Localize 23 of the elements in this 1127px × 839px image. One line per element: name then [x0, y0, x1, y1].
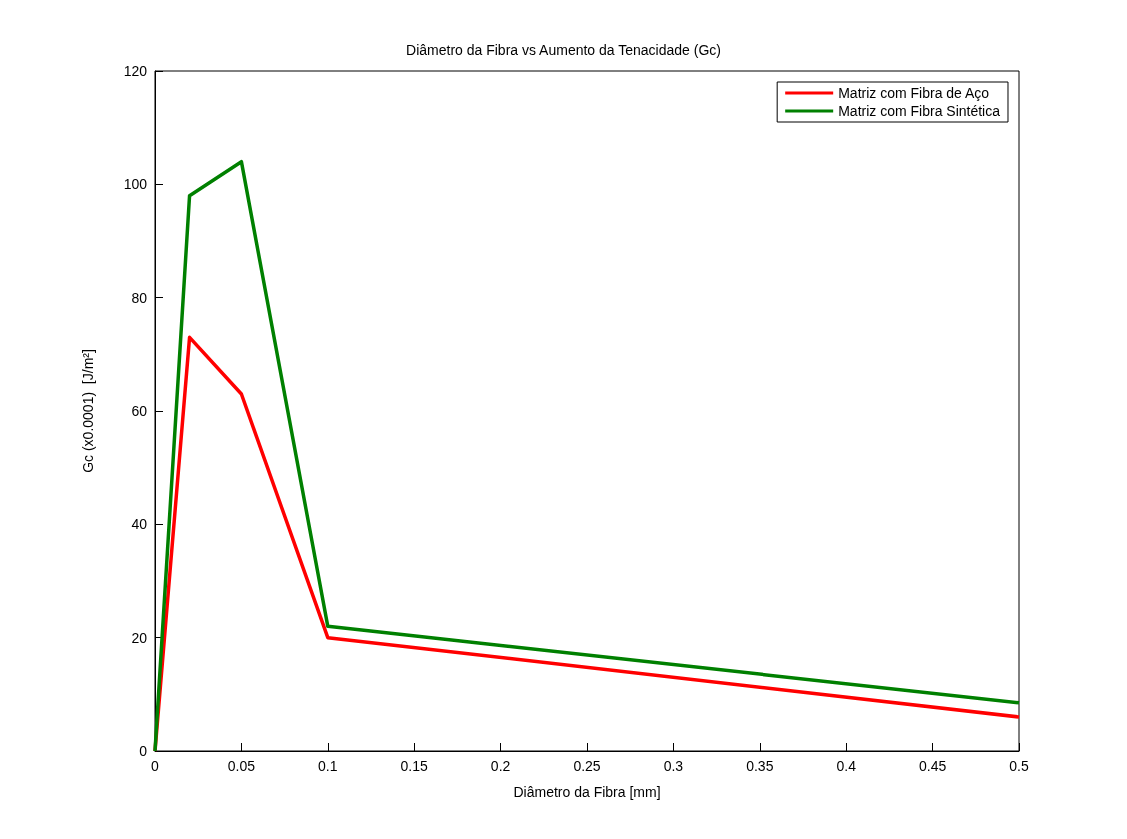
y-tick-label: 100 — [123, 176, 148, 193]
y-tick-label: 0 — [139, 743, 148, 759]
x-tick-label: 0.3 — [663, 758, 684, 774]
x-tick-label: 0.2 — [490, 758, 511, 774]
y-tick-label: 40 — [131, 516, 148, 533]
y-tick-label: 120 — [123, 63, 148, 79]
x-tick-label: 0.4 — [836, 758, 857, 774]
x-tick-label: 0 — [151, 758, 160, 774]
x-axis-title: Diâmetro da Fibra [mm] — [513, 784, 661, 800]
chart-title: Diâmetro da Fibra vs Aumento da Tenacidade (Gc) — [406, 42, 721, 58]
x-tick-label: 0.45 — [918, 758, 947, 774]
x-tick-label: 0.05 — [227, 758, 256, 774]
y-axis-title: Gc (x0.0001) [J/m²] — [80, 349, 96, 473]
x-tick-label: 0.15 — [400, 758, 429, 774]
legend-label: Matriz com Fibra de Aço — [838, 85, 990, 101]
x-tick-label: 0.25 — [573, 758, 601, 774]
y-tick-label: 80 — [131, 289, 148, 306]
legend-label: Matriz com Fibra Sintética — [838, 103, 1001, 119]
x-tick-label: 0.5 — [1009, 758, 1029, 774]
y-tick-label: 60 — [131, 403, 148, 419]
x-tick-label: 0.35 — [746, 758, 774, 774]
x-tick-label: 0.1 — [318, 758, 338, 774]
y-tick-label: 20 — [131, 629, 148, 646]
